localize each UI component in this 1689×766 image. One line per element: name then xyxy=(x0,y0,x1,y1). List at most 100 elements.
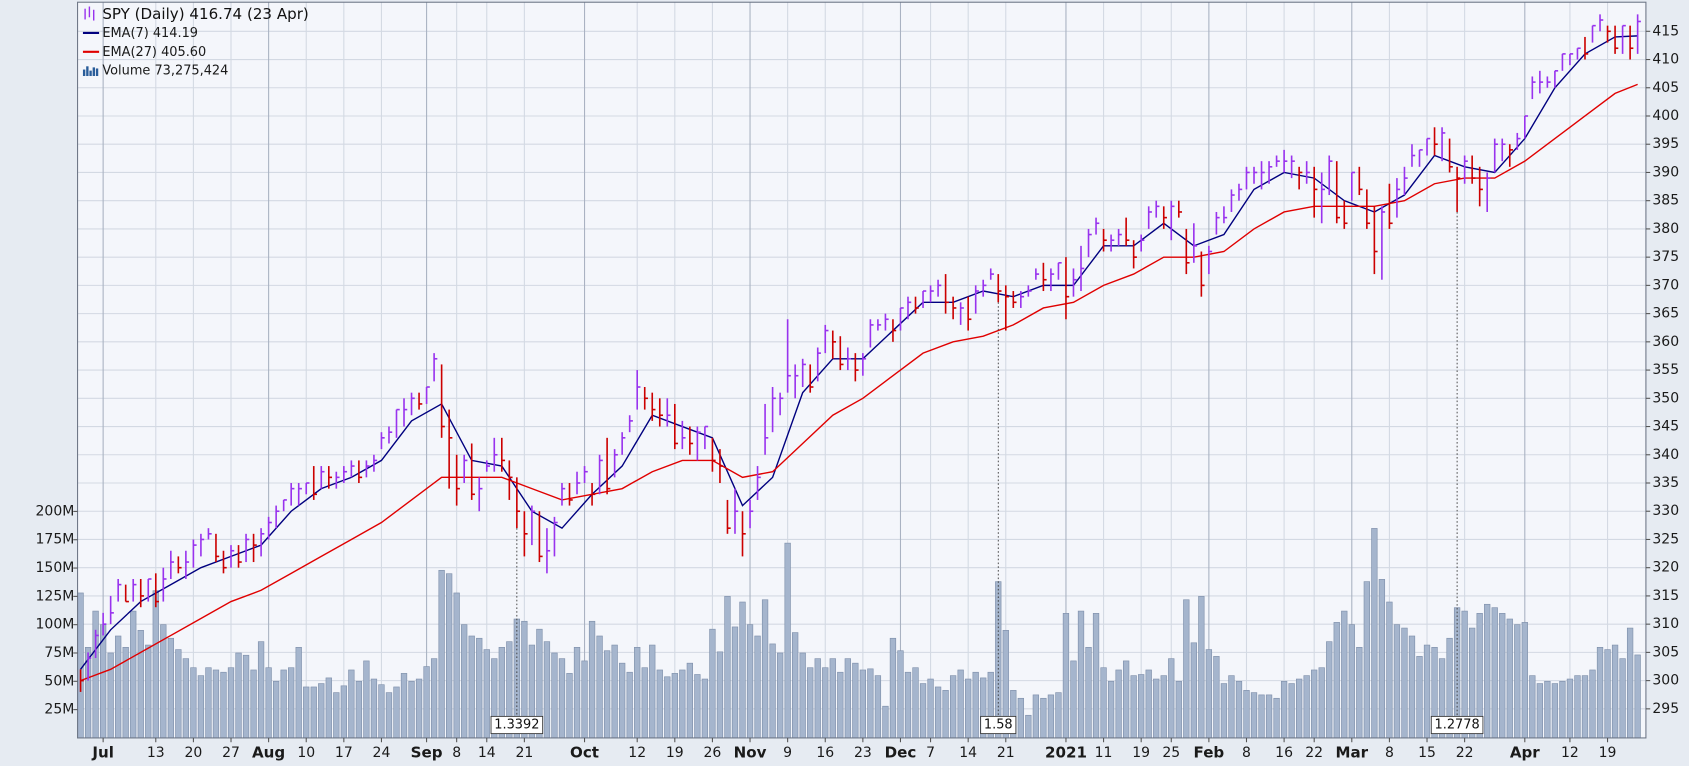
y-tick-label: 295 xyxy=(1652,701,1679,717)
volume-bar xyxy=(912,667,919,739)
x-tick-label: 12 xyxy=(1561,745,1579,761)
volume-bar xyxy=(325,677,332,739)
x-tick-label: 12 xyxy=(628,745,646,761)
volume-bar xyxy=(355,680,363,739)
volume-bar xyxy=(649,644,656,739)
volume-bar xyxy=(318,683,325,739)
volume-bar xyxy=(1506,618,1513,739)
volume-bar xyxy=(1401,627,1408,739)
volume-bar xyxy=(1566,678,1574,739)
volume-bar xyxy=(476,637,483,739)
volume-bar xyxy=(272,680,280,739)
volume-bar xyxy=(1160,675,1167,739)
x-tick-label: Apr xyxy=(1510,744,1540,762)
volume-bar xyxy=(400,673,408,739)
volume-bar xyxy=(115,635,122,739)
volume-bar xyxy=(1559,680,1566,739)
legend-icon xyxy=(92,67,96,77)
volume-bar xyxy=(483,649,490,739)
y-tick-label: 335 xyxy=(1652,475,1679,491)
volume-bar xyxy=(152,590,159,739)
volume-bar xyxy=(581,660,588,739)
volume-bar xyxy=(1175,680,1182,739)
volume-bar xyxy=(889,637,897,739)
volume-bar xyxy=(1190,642,1197,739)
volume-bar xyxy=(852,662,859,739)
annotation-layer: 1.3392 1.58 1.2778 xyxy=(490,211,1484,735)
legend-legend-date: (23 Apr) xyxy=(247,5,309,23)
x-tick-label: 13 xyxy=(147,745,165,761)
volume-bar xyxy=(370,678,378,739)
volume-bar xyxy=(295,646,302,739)
y2-tick-label: 25M xyxy=(44,702,74,718)
volume-bar xyxy=(1032,694,1040,739)
x-tick-label: 2021 xyxy=(1045,744,1087,762)
volume-bar xyxy=(363,660,370,739)
volume-bar xyxy=(709,628,716,739)
y2-tick-label: 175M xyxy=(36,532,75,548)
volume-bar xyxy=(822,667,829,739)
volume-bar xyxy=(288,667,295,739)
legend: SPY (Daily) 416.74 (23 Apr) EMA(7) 414.19… xyxy=(82,5,309,78)
annotation-box xyxy=(1430,715,1484,735)
y-tick-label: 385 xyxy=(1652,193,1679,209)
volume-bar xyxy=(415,678,423,739)
grid xyxy=(77,2,1646,738)
x-tick-label: 27 xyxy=(222,745,240,761)
volume-bar xyxy=(664,676,671,739)
volume-bar xyxy=(1100,667,1107,739)
volume-bar xyxy=(686,662,693,739)
x-tick-label: 11 xyxy=(1095,745,1113,761)
volume-bar xyxy=(1416,656,1423,739)
volume-bar xyxy=(701,678,709,739)
x-tick-label: Mar xyxy=(1335,744,1368,762)
volume-bar xyxy=(468,635,475,739)
x-tick-label: 16 xyxy=(1275,745,1293,761)
x-tick-label: 22 xyxy=(1305,745,1323,761)
volume-bar xyxy=(1228,675,1235,739)
volume-bar xyxy=(1107,680,1115,739)
x-tick-label: Feb xyxy=(1194,744,1225,762)
x-tick-label: 26 xyxy=(704,745,722,761)
volume-bar xyxy=(408,680,415,739)
volume-bar xyxy=(551,652,558,739)
volume-bar xyxy=(130,610,137,739)
x-tick-label: Dec xyxy=(885,744,917,762)
volume-bar xyxy=(573,646,581,739)
volume-bar xyxy=(784,542,791,739)
volume-bar xyxy=(844,658,851,739)
x-tick-label: 17 xyxy=(335,745,353,761)
volume-bar xyxy=(634,646,641,739)
x-tick-label: 8 xyxy=(1242,745,1251,761)
volume-bar xyxy=(190,667,197,739)
legend-name: EMA(7) xyxy=(102,25,148,40)
volume-bar xyxy=(641,667,648,739)
volume-bar xyxy=(220,671,227,739)
y-tick-label: 350 xyxy=(1652,390,1679,406)
volume-bar xyxy=(965,678,972,739)
volume-bar xyxy=(1273,697,1280,739)
y-tick-label: 390 xyxy=(1652,164,1679,180)
volume-bar xyxy=(1619,658,1626,739)
volume-bar xyxy=(205,667,212,739)
volume-bar xyxy=(1205,649,1213,739)
volume-bar xyxy=(1303,675,1310,739)
volume-bar xyxy=(596,635,603,739)
y-tick-label: 395 xyxy=(1652,136,1679,152)
volume-bar xyxy=(694,674,701,739)
x-tick-label: Aug xyxy=(252,744,285,762)
volume-bar xyxy=(1055,692,1062,739)
legend-entry: Volume 73,275,424 xyxy=(102,63,228,78)
x-tick-label: 14 xyxy=(478,745,496,761)
volume-bar xyxy=(949,675,957,739)
x-tick-label: 7 xyxy=(926,745,935,761)
volume-bar xyxy=(242,654,250,739)
legend-legend-value: 414.19 xyxy=(153,25,198,40)
volume-bar xyxy=(107,652,114,739)
volume-bar xyxy=(814,658,821,739)
volume-bar xyxy=(867,668,874,739)
y2-tick-label: 75M xyxy=(44,645,74,661)
volume-bar xyxy=(1280,680,1288,739)
volume-bar xyxy=(897,650,904,739)
x-tick-label: 21 xyxy=(515,745,533,761)
